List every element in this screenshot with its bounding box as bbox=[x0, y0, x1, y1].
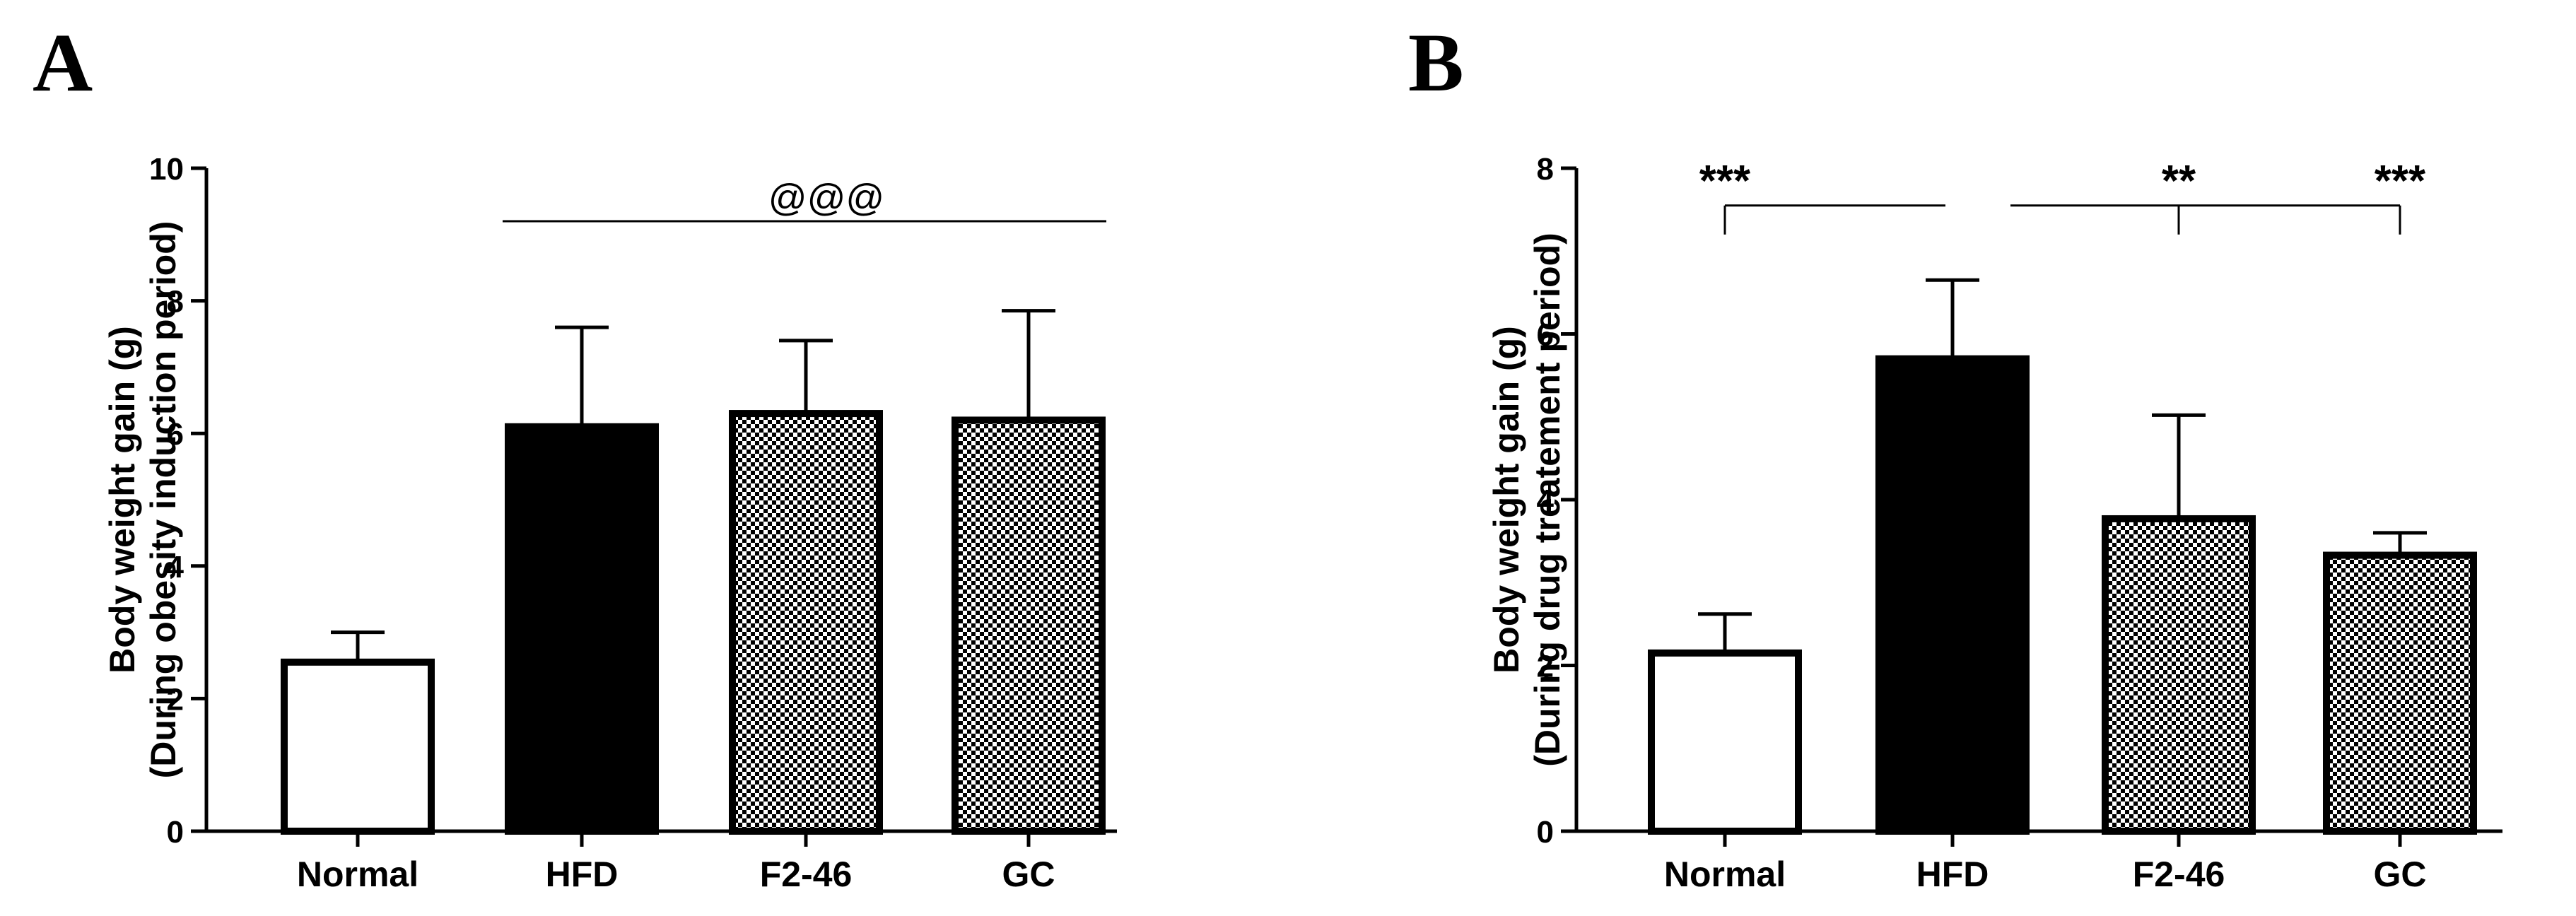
y-tick-label: 2 bbox=[1537, 650, 1554, 684]
bar-gc bbox=[952, 416, 1106, 835]
y-tick-label: 4 bbox=[167, 550, 185, 585]
y-tick-label: 4 bbox=[1537, 483, 1555, 518]
bar-hfd bbox=[505, 423, 659, 835]
x-category-label: HFD bbox=[1916, 855, 1989, 894]
y-tick-label: 0 bbox=[1537, 815, 1554, 850]
panel-b-chart: 0 2 4 6 8 Body weight gain (g) (During drug tr… bbox=[1487, 152, 2502, 894]
y-axis-label-line: Body weight gain (g) bbox=[1487, 326, 1526, 674]
significance-label: @@@ bbox=[768, 177, 884, 219]
panel-b-letter: B bbox=[1408, 16, 1464, 109]
y-tick-label: 8 bbox=[1537, 152, 1554, 187]
bar-f2-46 bbox=[729, 410, 883, 835]
significance-label: ** bbox=[2162, 157, 2196, 206]
y-tick-label: 2 bbox=[167, 682, 184, 717]
x-category-label: F2-46 bbox=[2133, 855, 2225, 894]
significance-label: *** bbox=[2375, 157, 2426, 206]
x-category-label: HFD bbox=[546, 855, 619, 894]
x-category-label: Normal bbox=[1664, 855, 1786, 894]
panel-a-letter: A bbox=[33, 16, 93, 109]
bar-normal bbox=[1648, 649, 1802, 835]
x-category-label: GC bbox=[1002, 855, 1055, 894]
y-tick-label: 0 bbox=[167, 815, 184, 850]
y-tick-label: 6 bbox=[1537, 318, 1554, 353]
y-axis-label-line: Body weight gain (g) bbox=[103, 326, 142, 674]
y-axis-label-line: (During drug treatement period) bbox=[1528, 233, 1567, 767]
y-tick-label: 8 bbox=[167, 285, 184, 319]
y-axis-label-line: (During obesity induction period) bbox=[144, 221, 183, 779]
y-tick-label: 10 bbox=[149, 152, 184, 187]
panel-a-chart: 0 2 4 6 8 10 Body weight gain (g) (During obesi… bbox=[103, 152, 1117, 894]
bar-f2-46 bbox=[2102, 515, 2256, 835]
x-category-label: GC bbox=[2374, 855, 2427, 894]
bar-gc bbox=[2323, 551, 2477, 835]
bar-hfd bbox=[1875, 355, 2030, 835]
x-category-label: F2-46 bbox=[760, 855, 853, 894]
bar-normal bbox=[281, 658, 435, 835]
x-category-label: Normal bbox=[297, 855, 418, 894]
y-tick-label: 6 bbox=[167, 417, 184, 452]
significance-label: *** bbox=[1699, 157, 1751, 206]
